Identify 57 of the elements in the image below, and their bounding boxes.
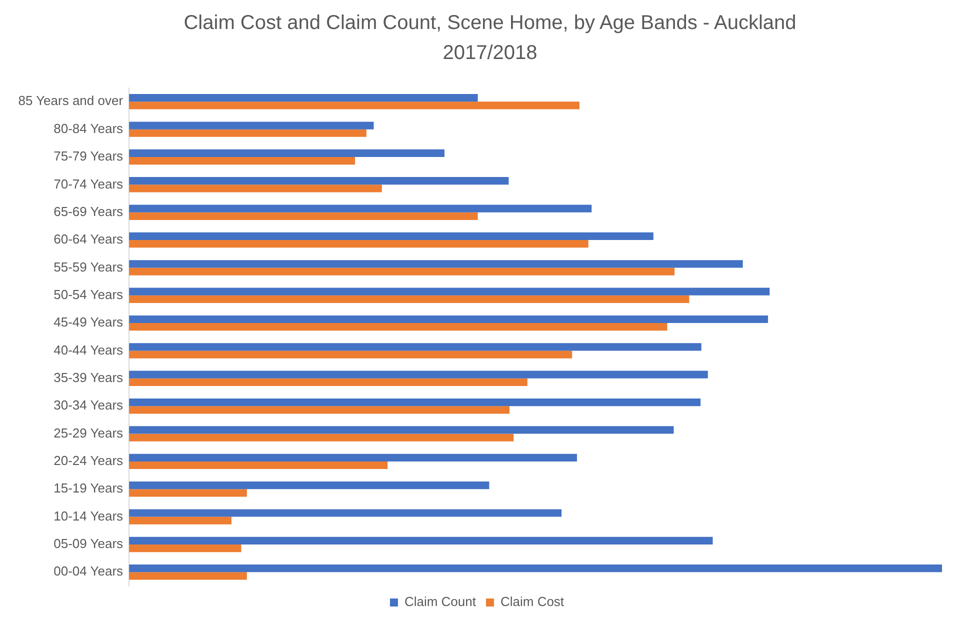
bar <box>129 260 743 268</box>
bar <box>129 315 768 324</box>
legend-label: Claim Cost <box>500 594 564 610</box>
bar <box>129 343 702 351</box>
y-tick-label: 50-54 Years <box>54 286 124 302</box>
chart-title: Claim Cost and Claim Count, Scene Home, by Age Bands - Auckland 2017/2018 <box>182 11 798 66</box>
y-tick-label: 85 Years and over <box>18 93 124 108</box>
bar <box>129 268 675 276</box>
y-tick-label: 80-84 Years <box>54 120 124 136</box>
y-tick-label: 00-04 Years <box>54 564 124 579</box>
y-tick-label: 40-44 Years <box>54 342 124 358</box>
bar <box>129 122 374 130</box>
bar <box>129 564 942 572</box>
bar <box>129 461 388 470</box>
bar <box>129 572 247 580</box>
bar <box>129 240 588 248</box>
legend-label: Claim Count <box>404 594 476 610</box>
bar <box>129 406 510 414</box>
bar <box>129 454 577 462</box>
y-tick-label: 15-19 Years <box>54 480 124 496</box>
bar <box>129 102 580 110</box>
bar <box>129 204 592 212</box>
bar <box>129 536 713 544</box>
y-tick-label: 45-49 Years <box>54 314 124 330</box>
y-tick-label: 70-74 Years <box>54 176 124 192</box>
bar <box>129 350 572 358</box>
y-tick-label: 55-59 Years <box>54 259 124 274</box>
bar <box>129 544 242 552</box>
y-tick-label: 35-39 Years <box>54 370 124 385</box>
bar <box>129 212 478 220</box>
bar <box>129 398 701 406</box>
bar <box>129 177 509 185</box>
bar <box>129 370 708 378</box>
bar <box>129 509 562 517</box>
y-tick-label: 65-69 Years <box>54 204 124 219</box>
y-tick-label: 20-24 Years <box>54 453 124 468</box>
y-tick-label: 75-79 Years <box>54 148 124 164</box>
bar <box>129 482 490 490</box>
bar <box>129 149 444 157</box>
y-tick-label: 10-14 Years <box>54 508 124 524</box>
bar <box>129 156 356 165</box>
bar <box>129 288 770 296</box>
bar <box>129 516 232 524</box>
y-tick-label: 30-34 Years <box>54 398 124 413</box>
bar <box>129 323 668 331</box>
bar <box>129 129 366 137</box>
y-tick-label: 25-29 Years <box>54 425 124 440</box>
y-tick-label: 60-64 Years <box>54 232 124 247</box>
bar <box>129 426 674 434</box>
bar <box>129 378 528 386</box>
bar <box>129 489 247 497</box>
bar <box>129 184 382 192</box>
y-tick-label: 05-09 Years <box>54 536 124 552</box>
bar <box>129 232 654 240</box>
bar <box>129 295 690 303</box>
bar <box>129 94 478 102</box>
bar <box>129 434 514 442</box>
